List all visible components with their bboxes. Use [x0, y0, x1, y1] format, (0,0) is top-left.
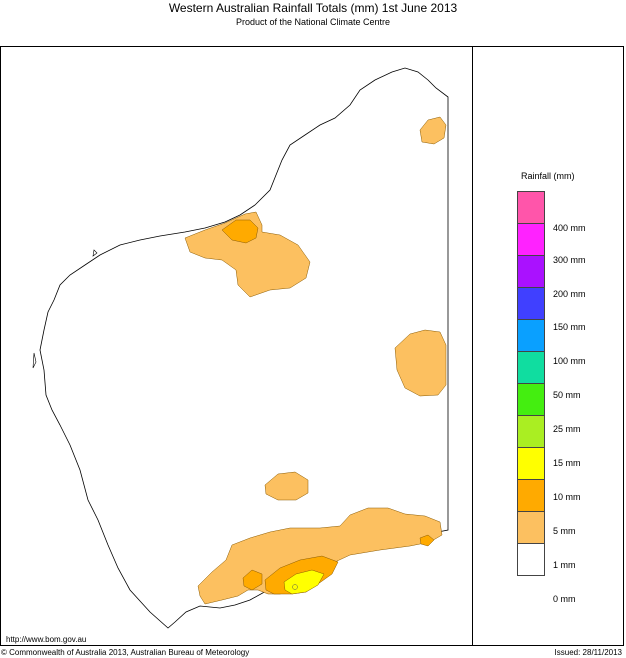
map-title: Western Australian Rainfall Totals (mm) … — [168, 1, 458, 15]
legend-swatch-25 — [517, 383, 545, 416]
legend-label-50: 50 mm — [553, 390, 581, 400]
legend-swatch-100 — [517, 319, 545, 352]
rain-region-1mm-pilbara — [184, 211, 311, 298]
legend-swatch-5 — [517, 479, 545, 512]
rain-region-10mm-spot — [292, 584, 298, 590]
legend-label-400: 400 mm — [553, 223, 586, 233]
legend-label-15: 15 mm — [553, 458, 581, 468]
legend-title: Rainfall (mm) — [521, 171, 575, 181]
legend-label-0: 0 mm — [553, 594, 576, 604]
rain-region-5mm-esperance — [419, 534, 435, 547]
legend-label-150: 150 mm — [553, 322, 586, 332]
legend-swatch-200 — [517, 255, 545, 288]
legend-label-25: 25 mm — [553, 424, 581, 434]
map-frame — [0, 46, 624, 646]
legend-swatch-15 — [517, 415, 545, 448]
legend-swatch-400 — [517, 191, 545, 224]
rainfall-map — [32, 67, 449, 629]
map-subtitle: Product of the National Climate Centre — [235, 17, 391, 27]
legend-swatch-0 — [517, 543, 545, 576]
legend-label-200: 200 mm — [553, 289, 586, 299]
rain-region-1mm-goldfields — [264, 471, 309, 501]
legend-swatch-1 — [517, 511, 545, 544]
rain-region-5mm-southwest — [242, 569, 263, 591]
rain-region-1mm-kimberley-east — [419, 116, 447, 145]
legend-label-5: 5 mm — [553, 526, 576, 536]
legend-swatch-10 — [517, 447, 545, 480]
legend-swatch-150 — [517, 287, 545, 320]
legend-swatch-50 — [517, 351, 545, 384]
issued-date: Issued: 28/11/2013 — [554, 648, 622, 657]
rain-region-5mm-pilbara — [221, 219, 259, 244]
source-url[interactable]: http://www.bom.gov.au — [6, 635, 87, 644]
wa-coastline — [39, 67, 449, 629]
rainfall-legend — [517, 191, 545, 576]
island — [92, 249, 98, 257]
legend-label-100: 100 mm — [553, 356, 586, 366]
legend-swatch-300 — [517, 223, 545, 256]
legend-label-10: 10 mm — [553, 492, 581, 502]
legend-label-300: 300 mm — [553, 255, 586, 265]
copyright-notice: © Commonwealth of Australia 2013, Austra… — [1, 648, 250, 657]
island — [32, 352, 37, 369]
rain-region-1mm-east — [394, 329, 447, 397]
legend-divider — [472, 46, 473, 646]
legend-label-1: 1 mm — [553, 560, 576, 570]
